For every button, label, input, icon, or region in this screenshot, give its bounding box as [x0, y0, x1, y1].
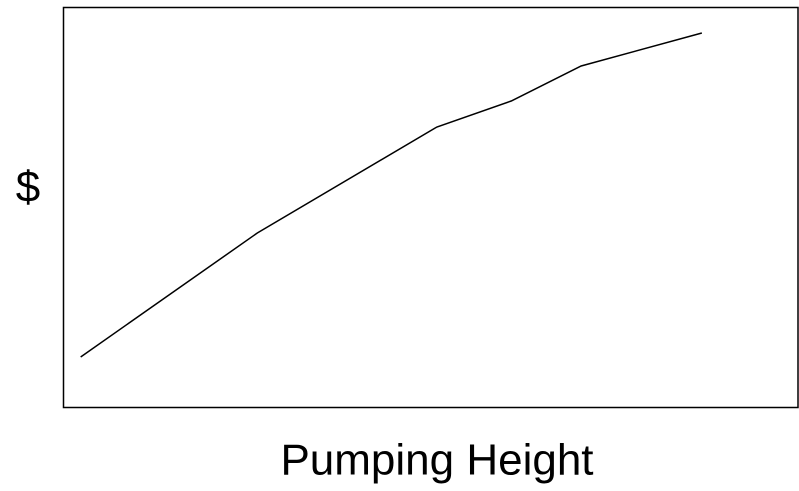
- plot-frame: [62, 6, 799, 409]
- data-line: [80, 32, 703, 358]
- y-axis-label: $: [16, 163, 40, 212]
- x-axis-label: Pumping Height: [280, 436, 593, 485]
